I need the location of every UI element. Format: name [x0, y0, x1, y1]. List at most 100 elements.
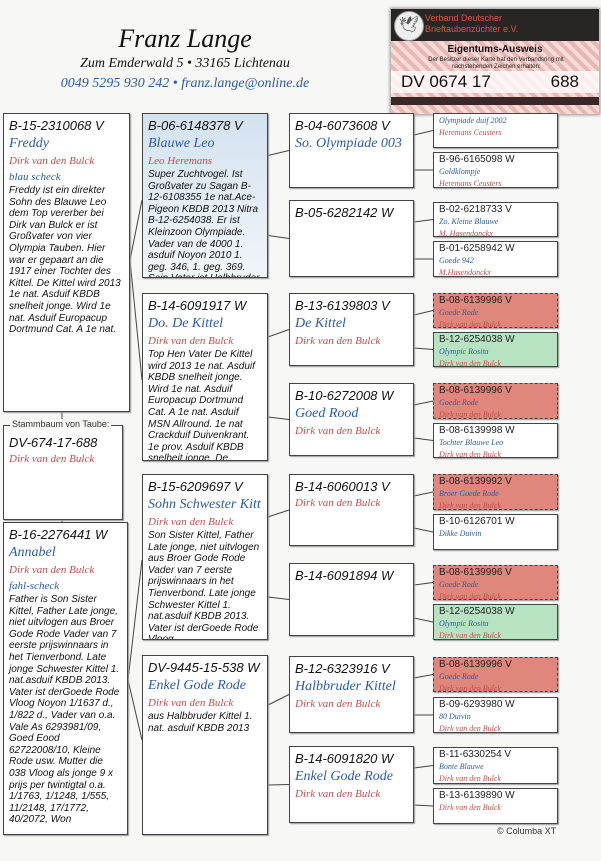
connector-line [129, 259, 143, 381]
connector-line [127, 679, 143, 741]
great-great-grandparent-box[interactable]: B-01-6258942 W Goede 942 M.Hasendonckx [433, 241, 558, 277]
connector-line [413, 804, 434, 807]
pigeon-name: Bonte Blauwe [439, 762, 484, 771]
great-great-grandparent-box[interactable]: B-08-6139996 V Goede Rode Dirk van den Bul… [433, 383, 558, 419]
ring-number: B-06-6148378 V [148, 118, 243, 133]
card-subtitle: Der Besitzer dieser Karte hat den Verban… [428, 57, 564, 70]
pigeon-name: Blauwe Leo [148, 136, 215, 151]
breeder: Dirk van den Bulck [9, 155, 95, 167]
description: Top Hen Vater De Kittel wird 2013 1e nat… [148, 349, 255, 461]
connector-line [413, 219, 434, 223]
pigeon-name: Olympic Rosita [439, 619, 489, 628]
breeder: Dirk van den Bulck [439, 450, 501, 458]
great-great-grandparent-box[interactable]: B-12-6254038 W Olympic Rosita Dirk van den… [433, 332, 558, 367]
breeder: M.Hasendonckx [439, 268, 491, 277]
great-grandparent-box[interactable]: B-10-6272008 W Goed Rood Dirk van den Bulc… [289, 383, 414, 456]
ring-number: B-09-6293980 W [439, 699, 515, 710]
breeder: Dirk van den Bulck [439, 592, 501, 600]
great-grandparent-box[interactable]: B-05-6282142 W [289, 200, 414, 277]
ring-number: B-13-6139890 W [439, 790, 515, 801]
grandparent-box[interactable]: B-15-6209697 V Sohn Schwester Kitt Dirk va… [142, 474, 268, 640]
pigeon-name: Tochter Blauwe Leo [439, 438, 504, 447]
great-great-grandparent-box[interactable]: Olympiade duif 2002 Heremans Ceusters [433, 113, 558, 148]
connector-line [413, 130, 434, 136]
ring-number: B-08-6139996 V [439, 567, 512, 578]
great-great-grandparent-box[interactable]: B-08-6139996 V Goede Rode Dirk van den Bul… [433, 657, 558, 692]
breeder: Leo Heremans [148, 155, 213, 167]
pigeon-name: Goede Rode [439, 672, 479, 681]
ring-number: B-12-6323916 V [295, 661, 390, 676]
great-grandparent-box[interactable]: B-14-6060013 V Dirk van den Bulck [289, 474, 414, 546]
great-great-grandparent-box[interactable]: B-13-6139890 W Dirk van den Bulck [433, 788, 558, 824]
pigeon-name: Olympic Rosita [439, 347, 489, 356]
great-great-grandparent-box[interactable]: B-10-6126701 W Dikke Duivin [433, 514, 558, 550]
pigeon-logo-icon: 🕊 [394, 11, 424, 41]
connector-line [267, 596, 290, 600]
ring-number: B-05-6282142 W [295, 205, 394, 220]
card-org-line2: Brieftaubenzüchter e.V. [425, 24, 519, 34]
great-grandparent-box[interactable]: B-12-6323916 V Halbbruder Kittel Dirk van … [289, 656, 414, 733]
ring-number: B-08-6139996 V [439, 385, 512, 396]
description: Son Sister Kittel, Father Late jonge, ni… [148, 530, 260, 640]
connector-line [267, 329, 290, 338]
pigeon-name: Goede 942 [439, 256, 474, 265]
pigeon-name: 80 Duivin [439, 712, 471, 721]
great-great-grandparent-box[interactable]: B-08-6139998 W Tochter Blauwe Leo Dirk van… [433, 423, 558, 458]
breeder: Dirk van den Bulck [148, 516, 234, 528]
subject-box[interactable]: DV-674-17-688 Dirk van den Bulck [3, 425, 123, 520]
card-title: Eigentums-Ausweis [447, 44, 543, 55]
ring-number: B-02-6218733 V [439, 204, 512, 215]
great-grandparent-box[interactable]: B-14-6091894 W [289, 563, 414, 636]
ring-number: B-01-6258942 W [439, 243, 515, 254]
father-box[interactable]: B-15-2310068 V Freddy Dirk van den Bulck… [3, 113, 130, 412]
great-grandparent-box[interactable]: B-13-6139803 V De Kittel Dirk van den Bulc… [289, 293, 414, 366]
connector-line [413, 582, 434, 586]
great-grandparent-box[interactable]: B-14-6091820 W Enkel Gode Rode Dirk van de… [289, 746, 414, 823]
great-great-grandparent-box[interactable]: B-08-6139996 V Goede Rode Dirk van den Bul… [433, 565, 558, 600]
great-great-grandparent-box[interactable]: B-08-6139992 V Broer Goede Rode Dirk van d… [433, 474, 558, 510]
breeder: Dirk van den Bulck [439, 774, 501, 783]
connector-line [267, 150, 290, 156]
ring-number: B-14-6060013 V [295, 479, 390, 494]
pigeon-name: Sohn Schwester Kitt [148, 497, 261, 512]
connector-line [413, 765, 434, 769]
mother-box[interactable]: B-16-2276441 W Annabel Dirk van den Bulc… [3, 522, 128, 835]
great-great-grandparent-box[interactable]: B-11-6330254 V Bonte Blauwe Dirk van den B… [433, 747, 558, 784]
ring-number: B-11-6330254 V [439, 749, 512, 760]
great-great-grandparent-box[interactable]: B-09-6293980 W 80 Duivin Dirk van den Bulc… [433, 697, 558, 733]
card-header-band [391, 9, 599, 41]
great-great-grandparent-box[interactable]: B-96-6165098 W Goldklompje Heremans Ceuste… [433, 152, 558, 188]
pigeon-name: Freddy [9, 136, 49, 151]
grandparent-box[interactable]: B-06-6148378 V Blauwe Leo Leo Heremans Supe… [142, 113, 268, 278]
card-organization: Verband Deutscher Brieftaubenzüchter e.V… [425, 13, 518, 35]
connector-line [267, 416, 290, 420]
grandparent-box[interactable]: B-14-6091917 W Do. De Kittel Dirk van den … [142, 293, 268, 461]
card-org-line1: Verband Deutscher [425, 13, 503, 23]
great-great-grandparent-box[interactable]: B-12-6254038 W Olympic Rosita Dirk van den… [433, 604, 558, 640]
breeder: Dirk van den Bulck [439, 320, 501, 328]
owner-name: Franz Lange [118, 24, 252, 53]
great-great-grandparent-box[interactable]: B-08-6139996 V Goede Rode Dirk van den Bul… [433, 293, 558, 328]
breeder: Dirk van den Bulck [148, 335, 234, 347]
breeder: Dirk van den Bulck [9, 564, 95, 576]
ring-number: DV-9445-15-538 W [148, 660, 260, 675]
breeder: Dirk van den Bulck [439, 410, 501, 419]
grandparent-box[interactable]: DV-9445-15-538 W Enkel Gode Rode Dirk van … [142, 655, 268, 835]
ring-number: B-16-2276441 W [9, 527, 108, 542]
card-pattern-band [391, 97, 599, 105]
great-grandparent-box[interactable]: B-04-6073608 V So. Olympiade 003 [289, 113, 414, 188]
pigeon-name: Annabel [9, 545, 56, 560]
subject-label: Stammbaum von Taube: [10, 419, 112, 429]
ring-number: B-14-6091894 W [295, 568, 394, 583]
card-ring-prefix: DV 0674 17 [401, 72, 491, 91]
description: aus Halbbruder Kittel 1. nat. asduif KBD… [148, 711, 253, 734]
connector-line [129, 199, 143, 261]
pigeon-name: Zo. Kleine Blauwe [439, 217, 499, 226]
connector-line [413, 527, 434, 533]
pigeon-name: Goede Rode [439, 580, 479, 589]
connector-line [413, 400, 434, 406]
copyright: © Columba XT [497, 826, 557, 836]
great-great-grandparent-box[interactable]: B-02-6218733 V Zo. Kleine Blauwe M. Hasend… [433, 202, 558, 237]
breeder: Dirk van den Bulck [439, 724, 501, 733]
